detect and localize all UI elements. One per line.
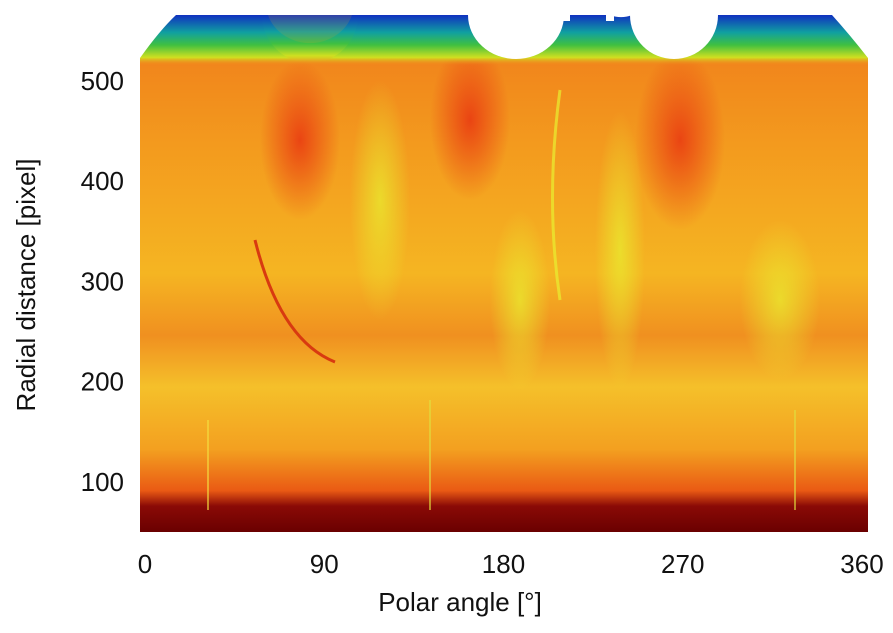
x-tick-label: 180 (482, 549, 525, 579)
y-tick-label: 100 (81, 467, 124, 497)
y-tick-label: 300 (81, 266, 124, 296)
x-tick-label: 0 (138, 549, 152, 579)
x-tick-label: 360 (840, 549, 883, 579)
x-tick-label: 270 (661, 549, 704, 579)
y-tick-label: 500 (81, 66, 124, 96)
y-tick-label: 400 (81, 166, 124, 196)
y-axis-title: Radial distance [pixel] (11, 159, 41, 412)
x-axis-title: Polar angle [°] (378, 587, 542, 617)
y-tick-label: 200 (81, 367, 124, 397)
x-tick-label: 90 (310, 549, 339, 579)
heatmap-image (140, 0, 868, 532)
